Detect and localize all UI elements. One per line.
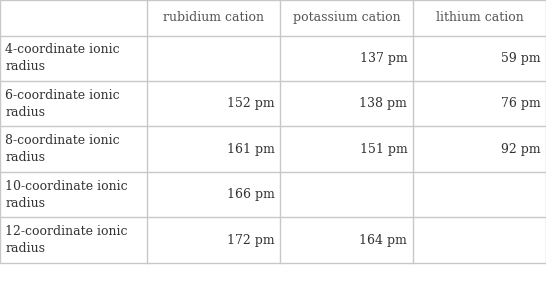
Text: 151 pm: 151 pm (360, 143, 407, 156)
Text: 161 pm: 161 pm (227, 143, 275, 156)
Bar (0, 0, 546, 263)
Text: 166 pm: 166 pm (227, 188, 275, 201)
Text: 59 pm: 59 pm (501, 52, 541, 65)
Text: 4-coordinate ionic
radius: 4-coordinate ionic radius (5, 43, 120, 73)
Text: 152 pm: 152 pm (227, 97, 275, 110)
Text: 12-coordinate ionic
radius: 12-coordinate ionic radius (5, 225, 128, 255)
Text: 76 pm: 76 pm (501, 97, 541, 110)
Text: 138 pm: 138 pm (359, 97, 407, 110)
Text: potassium cation: potassium cation (293, 11, 400, 24)
Text: 10-coordinate ionic
radius: 10-coordinate ionic radius (5, 180, 128, 210)
Text: lithium cation: lithium cation (436, 11, 523, 24)
Text: rubidium cation: rubidium cation (163, 11, 264, 24)
Text: 6-coordinate ionic
radius: 6-coordinate ionic radius (5, 89, 120, 119)
Text: 172 pm: 172 pm (227, 234, 275, 246)
Text: 137 pm: 137 pm (360, 52, 407, 65)
Text: 92 pm: 92 pm (501, 143, 541, 156)
Text: 164 pm: 164 pm (359, 234, 407, 246)
Text: 8-coordinate ionic
radius: 8-coordinate ionic radius (5, 134, 120, 164)
